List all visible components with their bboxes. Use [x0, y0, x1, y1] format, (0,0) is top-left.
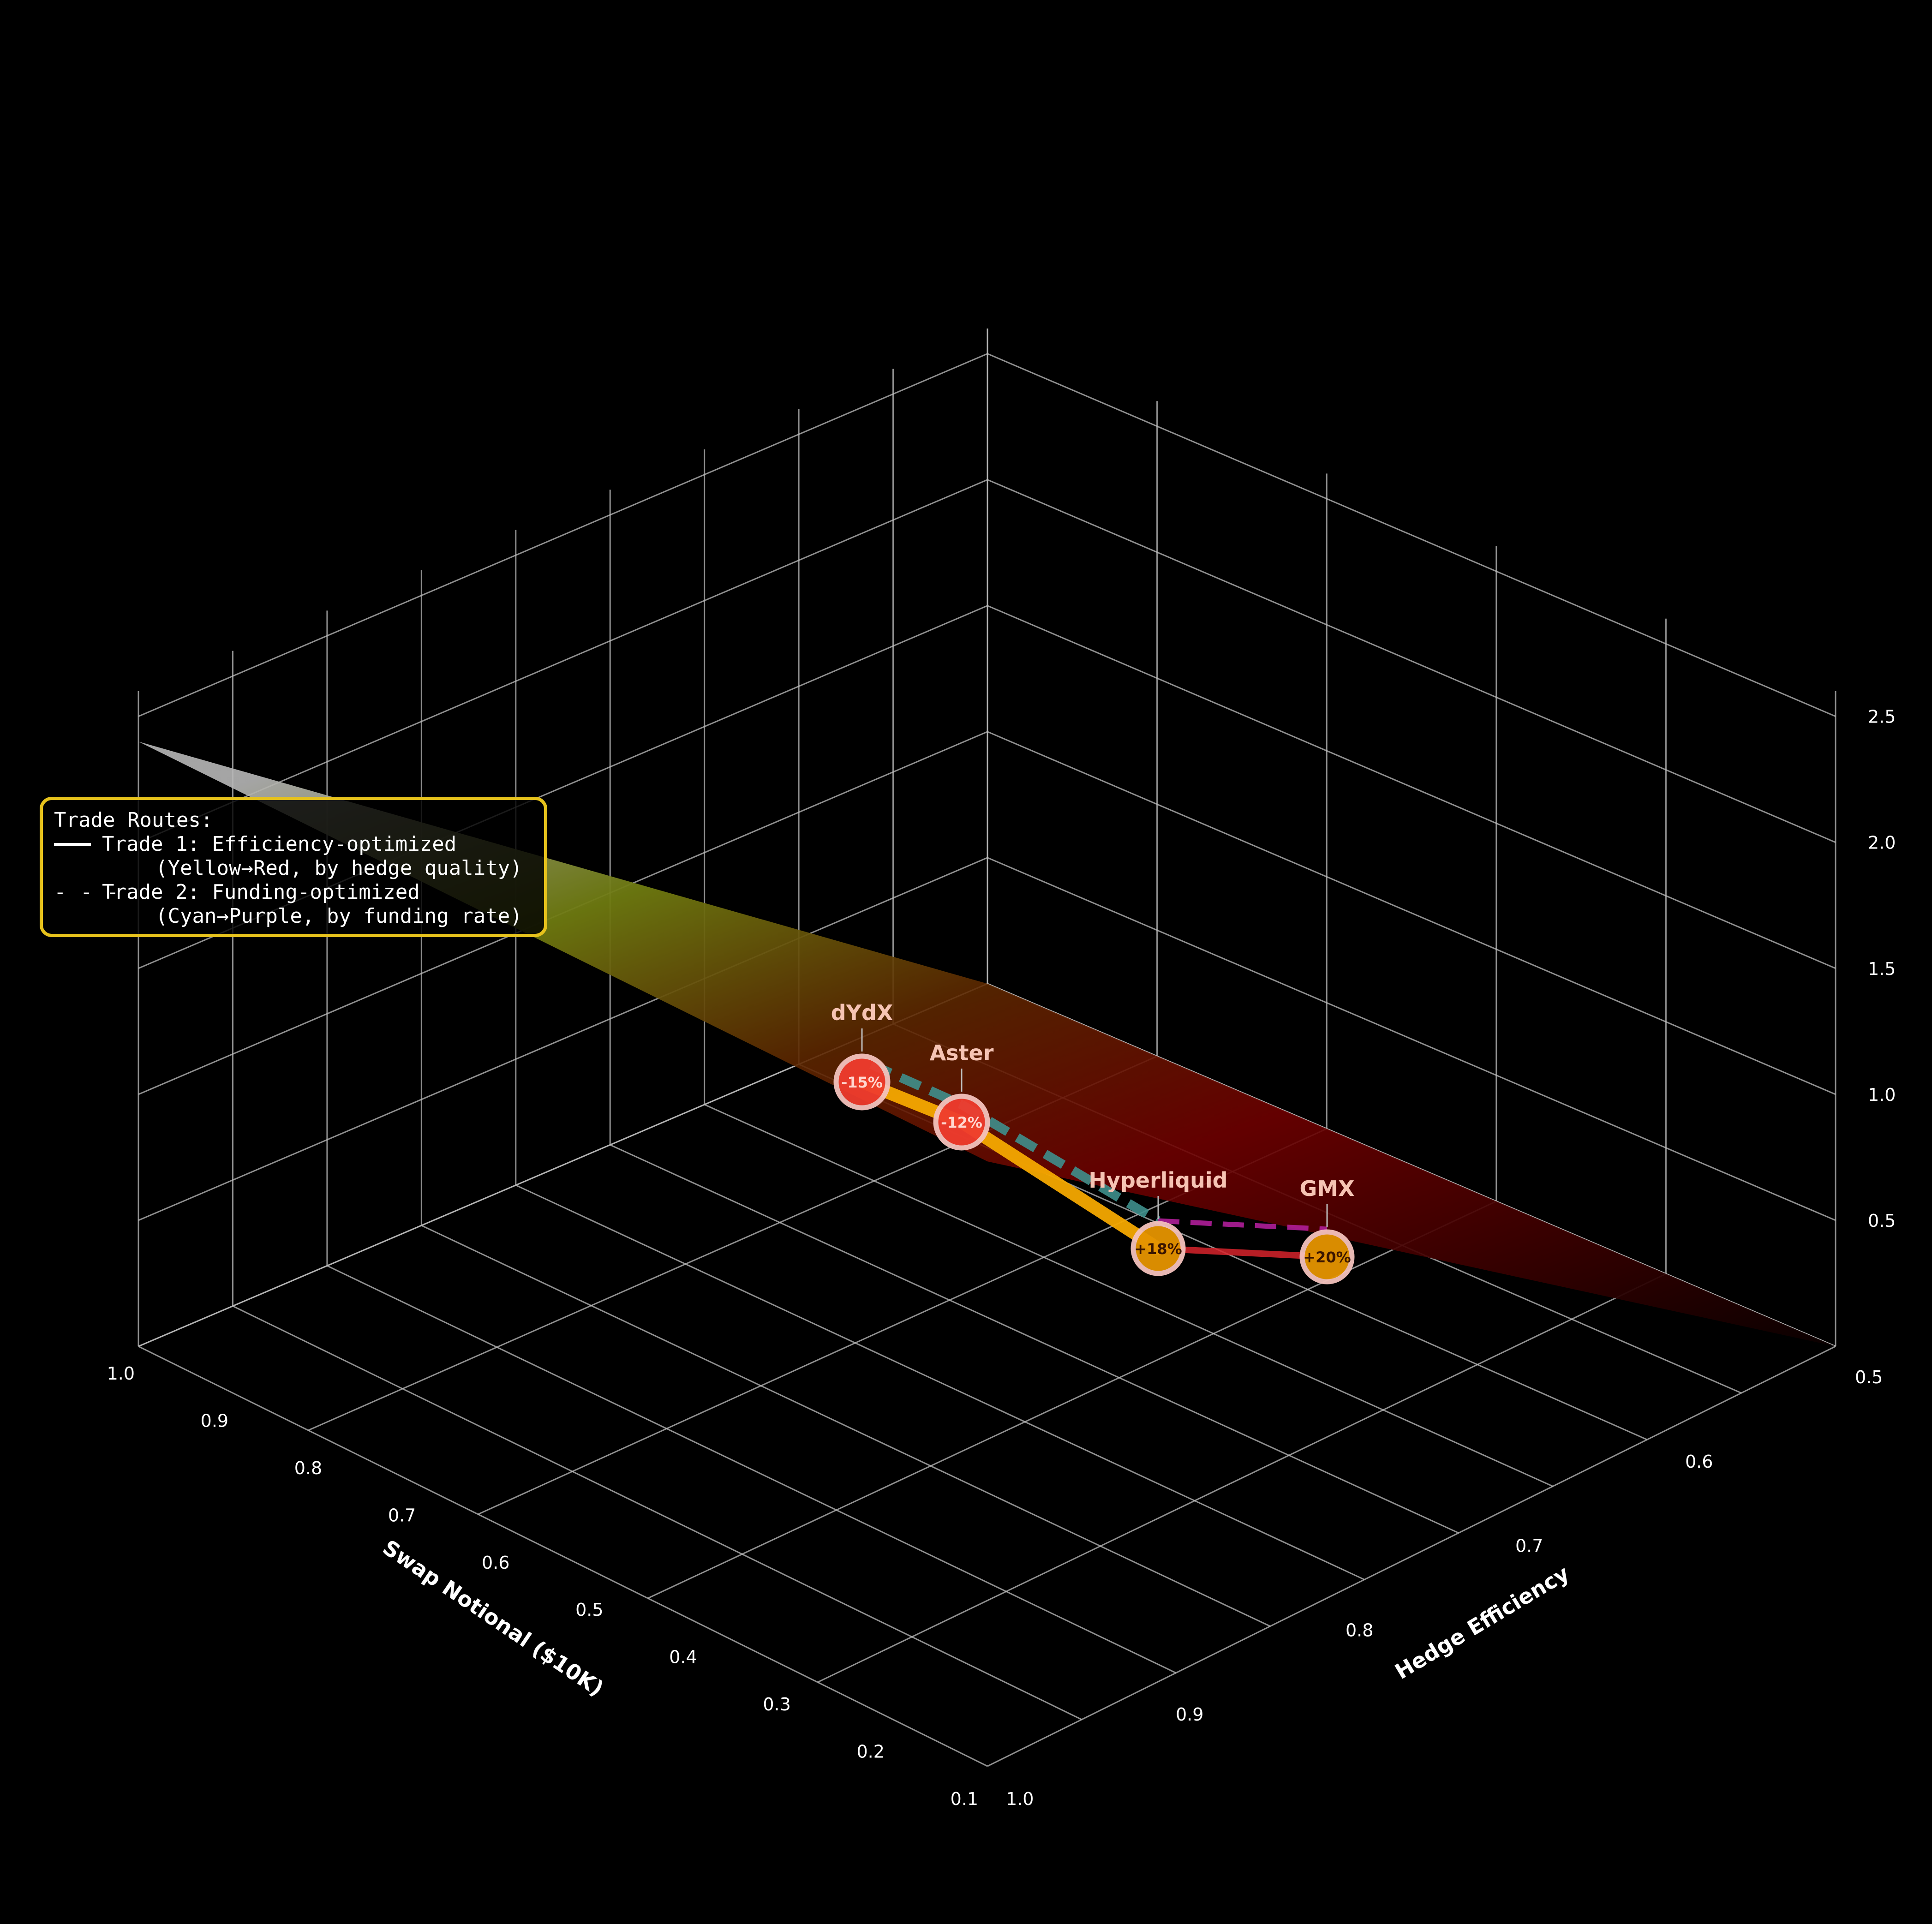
grid-line-floor-x-6 [704, 1104, 1553, 1487]
venue-label-hyperliquid: Hyperliquid [1089, 1168, 1227, 1193]
x-tick-label-0: 1.0 [107, 1363, 135, 1384]
venue-label-aster: Aster [930, 1040, 994, 1065]
venue-funding-gmx: +20% [1303, 1249, 1351, 1266]
x-tick-label-8: 0.2 [856, 1742, 884, 1762]
y-tick-label-0: 0.5 [1855, 1367, 1883, 1387]
venue-label-gmx: GMX [1300, 1176, 1355, 1201]
solid-line-icon [54, 842, 91, 846]
legend-entry-trade2-sub: (Cyan→Purple, by funding rate) [156, 904, 522, 928]
grid-line-right-wall-z-4 [987, 479, 1836, 843]
venue-funding-dydx: -15% [841, 1074, 883, 1091]
y-axis-label: Hedge Efficiency [1391, 1560, 1573, 1684]
grid-line-floor-x-4 [515, 1184, 1365, 1580]
legend-entry-trade2: - - - Trade 2: Funding-optimized [54, 880, 533, 904]
grid-line-floor-x-2 [327, 1265, 1177, 1674]
legend-title: Trade Routes: [54, 808, 213, 832]
x-tick-label-9: 0.1 [951, 1789, 978, 1809]
grid-line-right-wall-z-2 [987, 731, 1836, 1095]
dashed-line-icon: - - - [54, 880, 120, 904]
venue-label-dydx: dYdX [831, 1000, 893, 1025]
grid-line-left-wall-z-4 [138, 479, 988, 843]
tick-labels: 1.0 0.9 0.8 0.7 0.6 0.5 0.4 0.3 0.2 0.1 0.5 0.6 0.7 0… [107, 707, 1896, 1809]
x-tick-label-5: 0.5 [575, 1600, 603, 1620]
legend-entry-trade1-sub: (Yellow→Red, by hedge quality) [156, 856, 522, 880]
trade2-segment-1 [959, 1100, 1161, 1225]
x-tick-label-1: 0.9 [201, 1410, 228, 1431]
trade1-segment-1 [955, 1116, 1165, 1255]
grid-line-floor-y-5 [987, 1345, 1836, 1767]
grid-line-right-wall-z-1 [987, 857, 1836, 1221]
legend-entry-trade1-label: Trade 1: Efficiency-optimized [102, 832, 457, 856]
x-tick-label-7: 0.3 [763, 1694, 790, 1715]
y-tick-label-4: 0.9 [1176, 1704, 1203, 1725]
z-tick-label-0: 0.5 [1868, 1211, 1896, 1231]
trade1-segment-2 [1155, 1245, 1330, 1260]
z-tick-label-3: 2.0 [1868, 833, 1896, 853]
grid-line-right-wall-z-3 [987, 605, 1836, 969]
x-tick-label-4: 0.6 [482, 1553, 509, 1573]
grid-line-floor-x-5 [610, 1144, 1459, 1534]
legend-entry-trade1: Trade 1: Efficiency-optimized [54, 832, 533, 856]
x-tick-label-3: 0.7 [388, 1505, 416, 1525]
y-tick-label-3: 0.8 [1346, 1620, 1373, 1640]
response-surface [138, 741, 1836, 1346]
venue-marker-dydx [833, 1053, 891, 1111]
x-tick-label-2: 0.8 [294, 1458, 322, 1478]
venue-markers: -15% dYdX -12% Aster +18% Hyperliquid +20% GMX [831, 1000, 1355, 1285]
grid-line-floor-x-3 [421, 1225, 1271, 1627]
grid-line-floor-y-3 [647, 1201, 1497, 1599]
legend: Trade Routes: Trade 1: Efficiency-optimi… [40, 797, 547, 937]
grid-line-left-wall-z-5 [138, 353, 988, 717]
z-tick-label-1: 1.0 [1868, 1085, 1896, 1105]
grid-line-left-wall-z-1 [138, 857, 988, 1221]
venue-marker-gmx [1299, 1229, 1355, 1285]
surface-plane [138, 741, 1836, 1346]
y-tick-label-5: 1.0 [1006, 1789, 1034, 1809]
legend-entry-trade2-label: Trade 2: Funding-optimized [102, 880, 420, 904]
venue-marker-aster [933, 1093, 990, 1151]
x-tick-label-6: 0.4 [669, 1647, 697, 1667]
y-tick-label-1: 0.6 [1685, 1452, 1713, 1472]
venue-funding-hyperliquid: +18% [1134, 1240, 1182, 1258]
venue-marker-hyperliquid [1130, 1221, 1186, 1276]
z-tick-label-2: 1.5 [1868, 959, 1896, 979]
trade2-segment-2 [1158, 1218, 1328, 1232]
z-tick-label-4: 2.5 [1868, 707, 1896, 727]
grid-line-right-wall-z-5 [987, 353, 1836, 717]
grid-line-floor-x-1 [232, 1305, 1082, 1721]
y-tick-label-2: 0.7 [1515, 1536, 1543, 1556]
venue-funding-aster: -12% [941, 1114, 982, 1131]
grid-line-floor-x-0 [138, 1345, 988, 1767]
grid-line-floor-y-4 [817, 1273, 1667, 1683]
